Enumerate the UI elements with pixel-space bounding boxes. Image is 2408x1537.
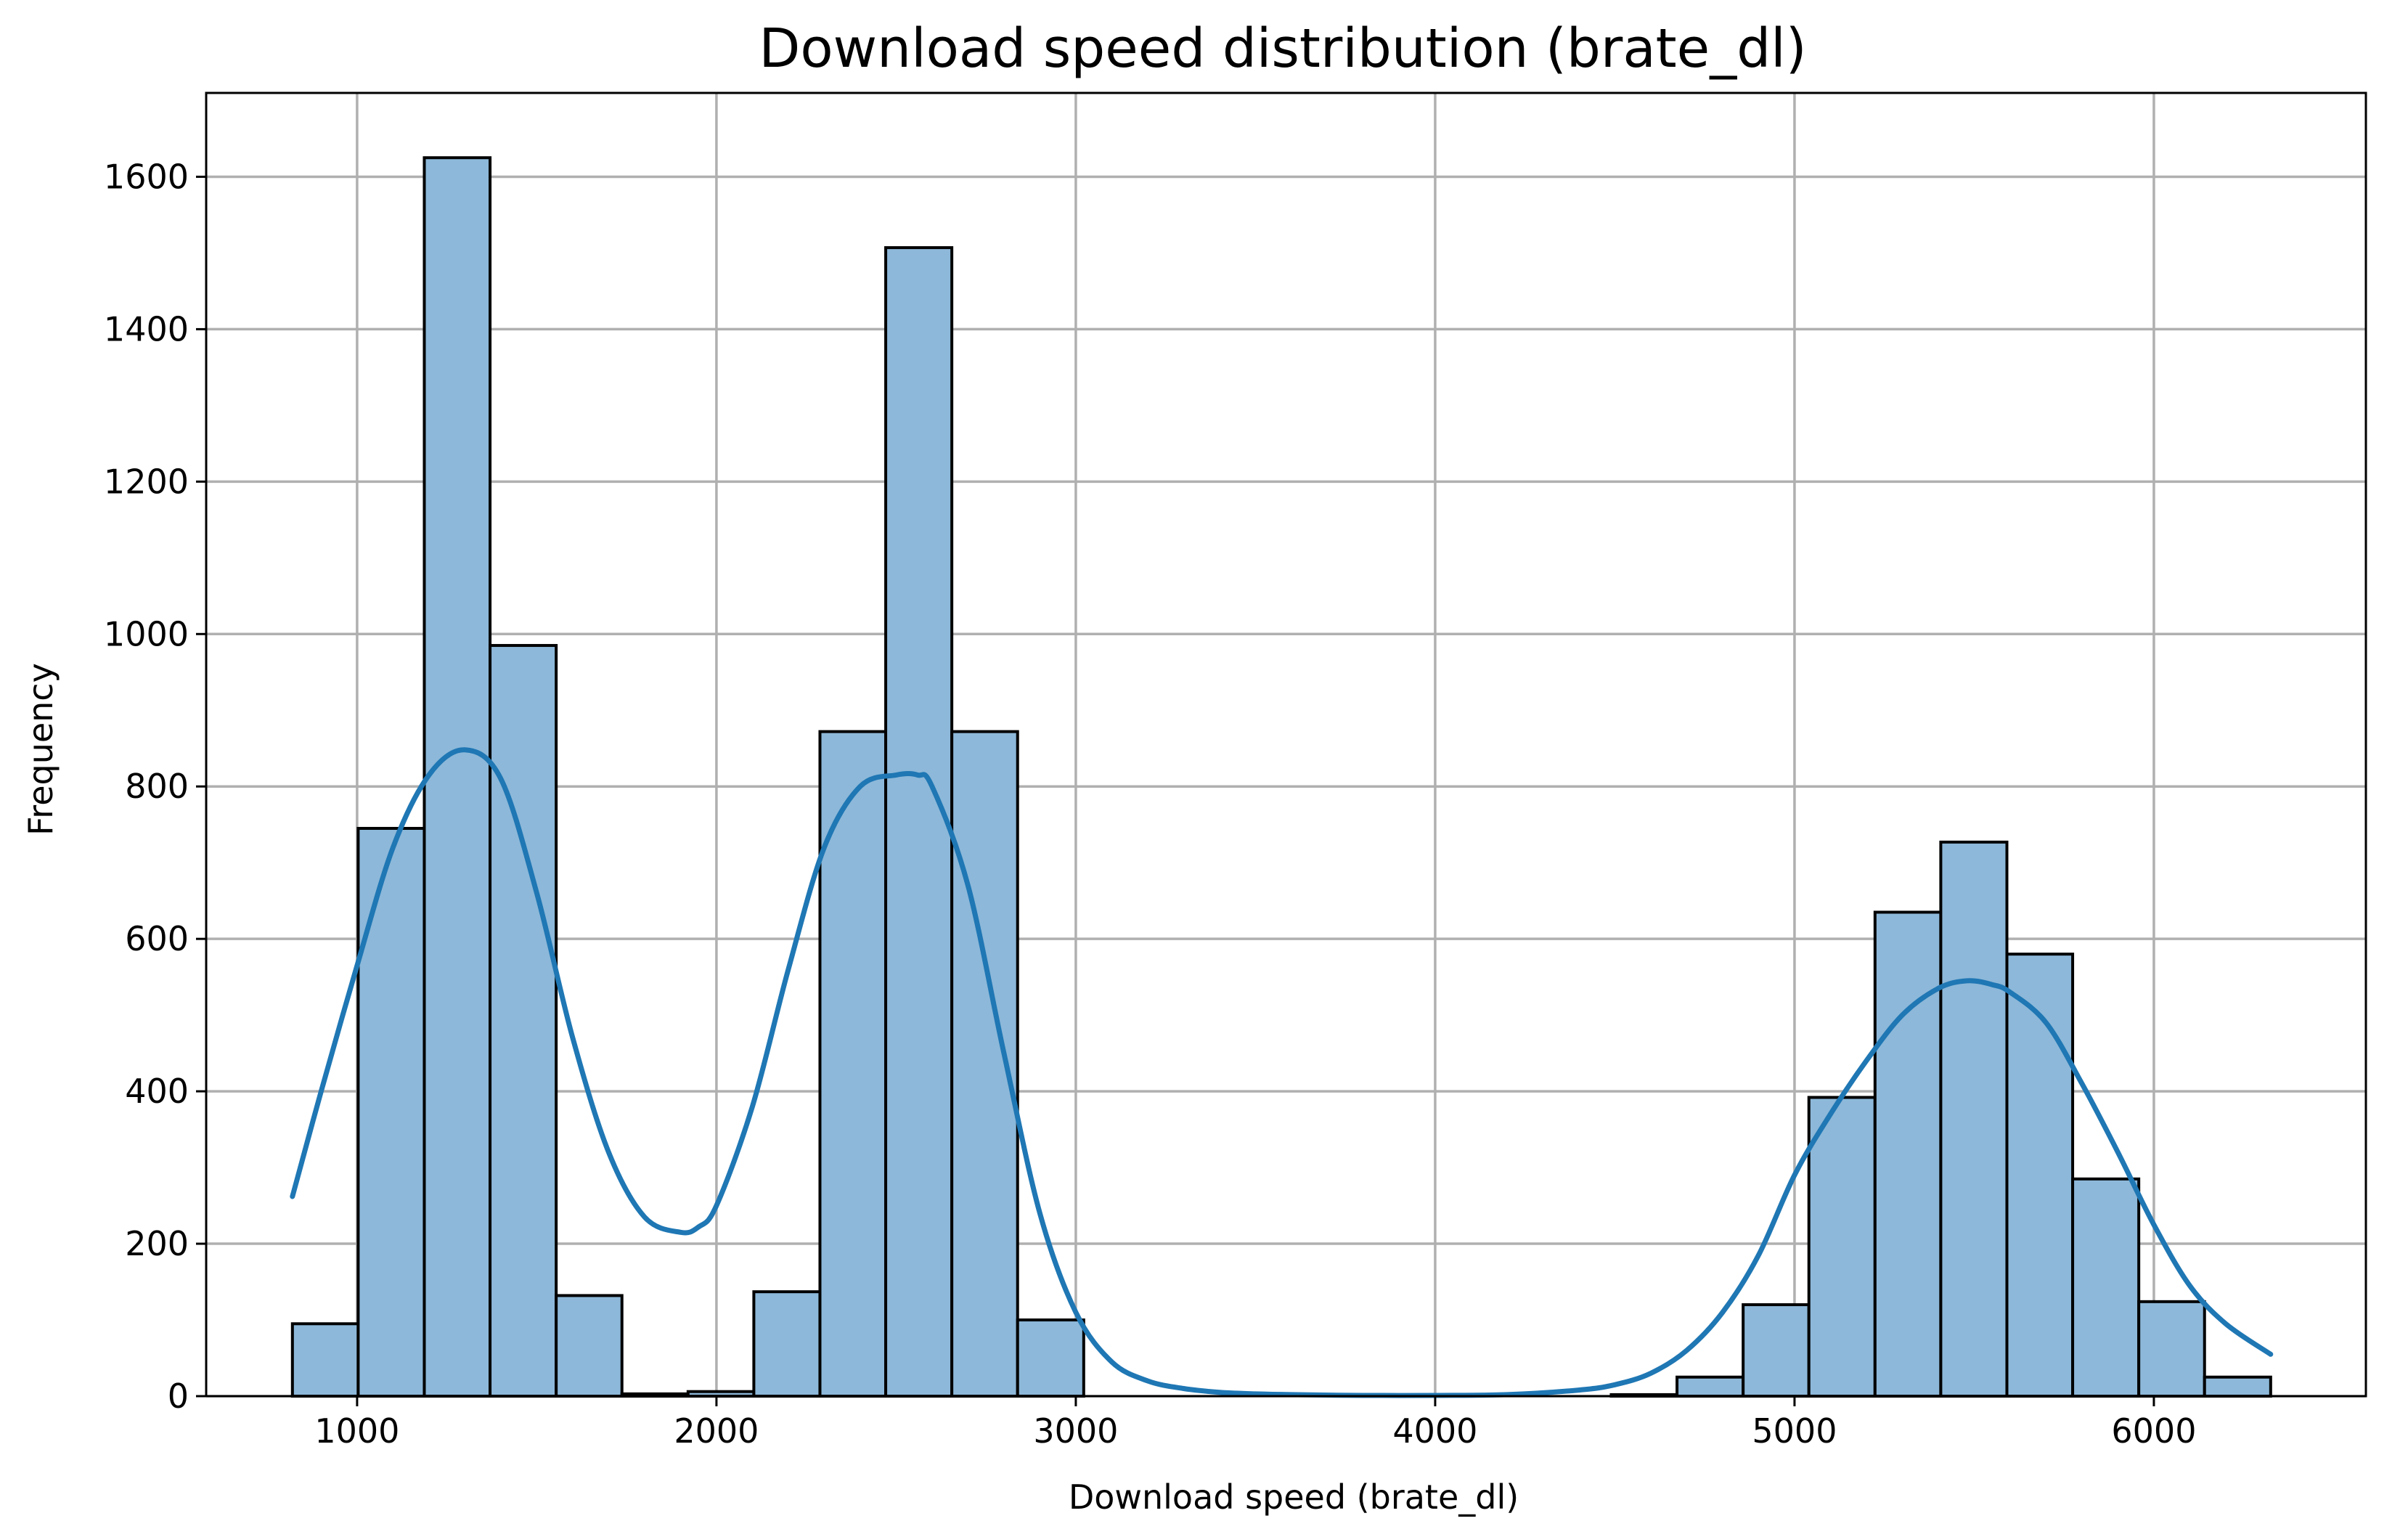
- x-tick-label: 5000: [1752, 1411, 1837, 1451]
- x-tick-label: 3000: [1033, 1411, 1118, 1451]
- y-tick-label: 1200: [104, 462, 189, 501]
- y-tick-label: 0: [168, 1377, 189, 1416]
- histogram-bar: [290, 1322, 360, 1398]
- histogram-bar: [884, 246, 954, 1398]
- histogram-bar: [2071, 1177, 2141, 1398]
- y-tick-label: 1000: [104, 614, 189, 653]
- histogram-bar: [1016, 1318, 1085, 1398]
- y-tick-label: 1600: [104, 157, 189, 196]
- x-axis-label: Download speed (brate_dl): [1069, 1477, 1519, 1517]
- histogram-bar: [2203, 1375, 2272, 1398]
- histogram-bar: [752, 1290, 822, 1398]
- y-axis-label: Frequency: [21, 663, 60, 836]
- histogram-bar: [2005, 953, 2075, 1398]
- y-tick-label: 800: [125, 767, 189, 806]
- histogram-bar: [1807, 1096, 1877, 1398]
- x-tick-label: 1000: [314, 1411, 399, 1451]
- histogram-bar: [1939, 840, 2009, 1398]
- histogram-bar: [1742, 1303, 1811, 1398]
- plot-area-frame: [205, 91, 2367, 1398]
- y-tick-label: 200: [125, 1224, 189, 1263]
- y-tick-label: 400: [125, 1072, 189, 1111]
- histogram-bar: [489, 644, 558, 1398]
- x-tick-label: 2000: [674, 1411, 759, 1451]
- histogram-bar: [1873, 910, 1943, 1398]
- y-axis-ticks: 0 200 400 600 800 1000 1200 1400 1600: [104, 157, 206, 1416]
- histogram-bar: [1676, 1375, 1745, 1398]
- x-axis-ticks: 1000 2000 3000 4000 5000 6000: [314, 1396, 2196, 1451]
- y-tick-label: 600: [125, 919, 189, 958]
- chart-title: Download speed distribution (brate_dl): [759, 17, 1806, 80]
- x-tick-label: 4000: [1392, 1411, 1477, 1451]
- histogram-bar: [2137, 1300, 2206, 1398]
- histogram-bar: [555, 1294, 624, 1398]
- histogram-bar: [356, 826, 426, 1398]
- histogram-bar: [818, 730, 888, 1398]
- y-tick-label: 1400: [104, 309, 189, 348]
- histogram-bar: [423, 156, 492, 1398]
- x-tick-label: 6000: [2111, 1411, 2196, 1451]
- kde-curve: [290, 747, 2274, 1398]
